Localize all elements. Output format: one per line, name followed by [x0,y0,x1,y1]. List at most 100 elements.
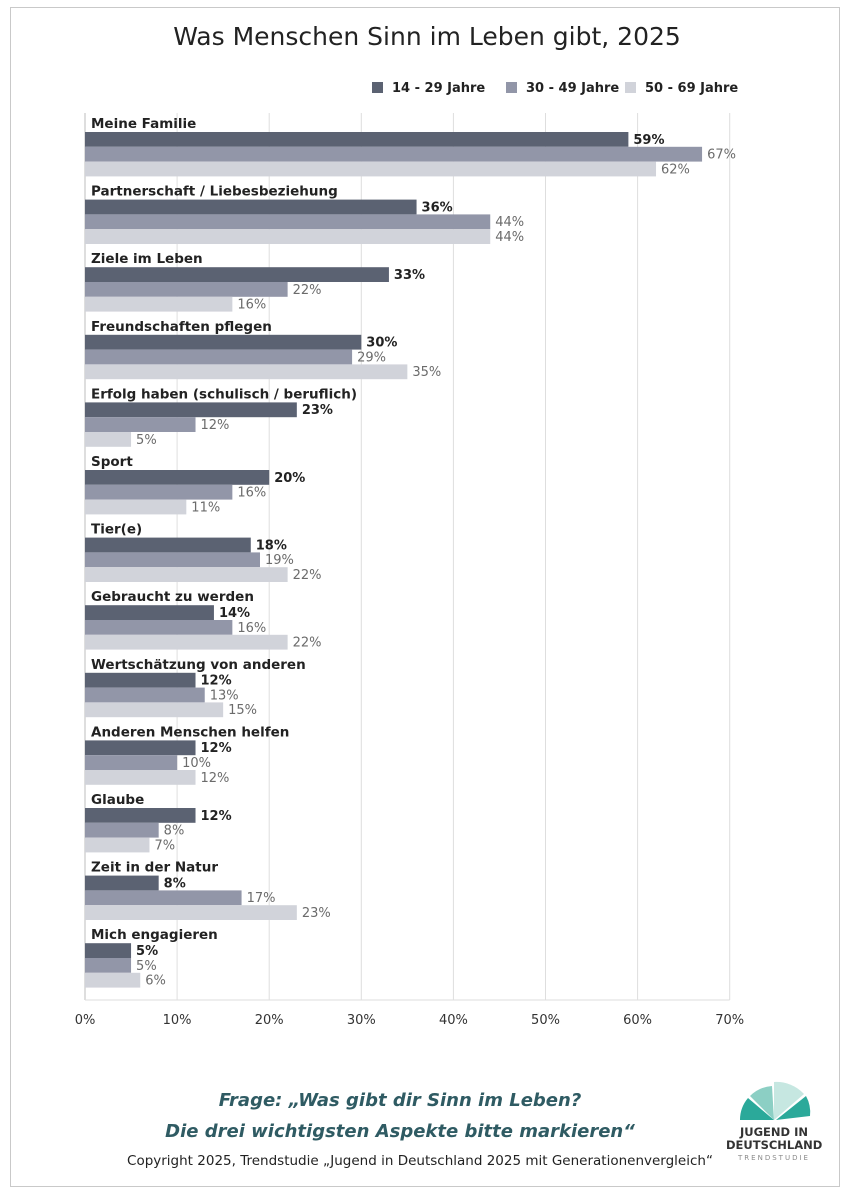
bar [85,770,196,785]
category-label: Glaube [91,792,144,808]
data-label: 11% [191,500,220,515]
data-label: 19% [265,553,294,568]
x-tick-label: 50% [531,1013,560,1028]
legend-swatch [506,82,517,93]
data-label: 18% [256,538,287,553]
x-tick-label: 70% [715,1013,744,1028]
bar [85,620,233,635]
category-label: Mich engagieren [91,927,218,943]
x-tick-label: 60% [623,1013,652,1028]
data-label: 16% [237,298,266,313]
data-label: 17% [247,891,276,906]
bar [85,875,159,891]
bar [85,822,159,838]
bar [85,267,389,282]
legend-label: 50 - 69 Jahre [645,81,739,96]
bar [85,229,491,244]
chart-title: Was Menschen Sinn im Leben gibt, 2025 [173,22,681,51]
data-label: 33% [394,268,425,283]
category-label: Gebraucht zu werden [91,589,254,605]
bar [85,890,242,906]
category-label: Erfolg haben (schulisch / beruflich) [91,386,357,402]
data-label: 12% [201,809,232,824]
category-label: Zeit in der Natur [91,860,218,876]
bar [85,199,417,215]
bar [85,943,132,958]
bar [85,702,224,718]
bar [85,905,297,920]
logo-line-1: JUGEND IN [740,1125,808,1139]
data-label: 59% [633,133,664,148]
bar [85,755,178,770]
data-label: 29% [357,350,386,365]
legend-item-14-29: 14 - 29 Jahre [372,81,485,96]
data-label: 62% [661,162,690,177]
bar-chart: 0% 10% 20% 30% 40% 50% 60% 70% Meine Familie 59% 6… [75,113,744,1028]
x-tick-label: 0% [75,1013,96,1028]
copyright-text: Copyright 2025, Trendstudie „Jugend in D… [127,1153,713,1169]
data-label: 7% [154,838,175,853]
data-label: 23% [302,906,331,921]
legend-item-50-69: 50 - 69 Jahre [625,81,738,96]
data-label: 12% [201,741,232,756]
bar [85,214,491,230]
data-label: 16% [237,486,266,501]
data-label: 6% [145,974,166,989]
bar [85,634,288,650]
data-label: 15% [228,703,257,718]
data-label: 14% [219,606,250,621]
data-label: 8% [164,876,186,891]
data-label: 35% [412,365,441,380]
bar [85,958,132,973]
bar [85,605,214,620]
data-label: 22% [293,568,322,583]
bar [85,740,196,756]
category-label: Freundschaften pflegen [91,319,272,335]
bar [85,672,196,688]
data-label: 8% [164,824,185,839]
data-label: 44% [495,215,524,230]
logo-line-2: DEUTSCHLAND [726,1138,823,1152]
data-label: 5% [136,944,158,959]
data-label: 30% [366,336,397,351]
data-label: 67% [707,148,736,163]
legend-item-30-49: 30 - 49 Jahre [506,81,619,96]
data-label: 20% [274,471,305,486]
category-label: Ziele im Leben [91,251,203,267]
logo-line-3: TRENDSTUDIE [738,1154,810,1162]
data-label: 22% [293,283,322,298]
bar [85,349,353,365]
data-label: 22% [293,636,322,651]
bar [85,282,288,297]
x-tick-label: 10% [163,1013,192,1028]
x-tick-label: 30% [347,1013,376,1028]
category-label: Tier(e) [91,522,142,538]
bar [85,334,362,350]
bar [85,296,233,312]
data-label: 13% [210,688,239,703]
data-label: 12% [201,674,232,689]
legend-label: 14 - 29 Jahre [392,81,486,96]
category-label: Sport [91,454,133,470]
bar [85,470,270,485]
legend-swatch [625,82,636,93]
bar [85,432,132,447]
bar [85,417,196,432]
bar [85,402,297,418]
data-label: 36% [422,200,453,215]
data-label: 5% [136,433,157,448]
data-label: 23% [302,403,333,418]
bar [85,132,629,147]
logo-fan-icon [739,1081,811,1120]
legend-swatch [372,82,383,93]
bar [85,808,196,823]
data-label: 16% [237,621,266,636]
category-label: Wertschätzung von anderen [91,657,306,673]
category-label: Meine Familie [91,116,196,132]
bar [85,499,187,515]
bar [85,972,141,988]
category-label: Anderen Menschen helfen [91,724,289,740]
bar [85,552,260,568]
data-label: 12% [201,418,230,433]
bar [85,567,288,582]
